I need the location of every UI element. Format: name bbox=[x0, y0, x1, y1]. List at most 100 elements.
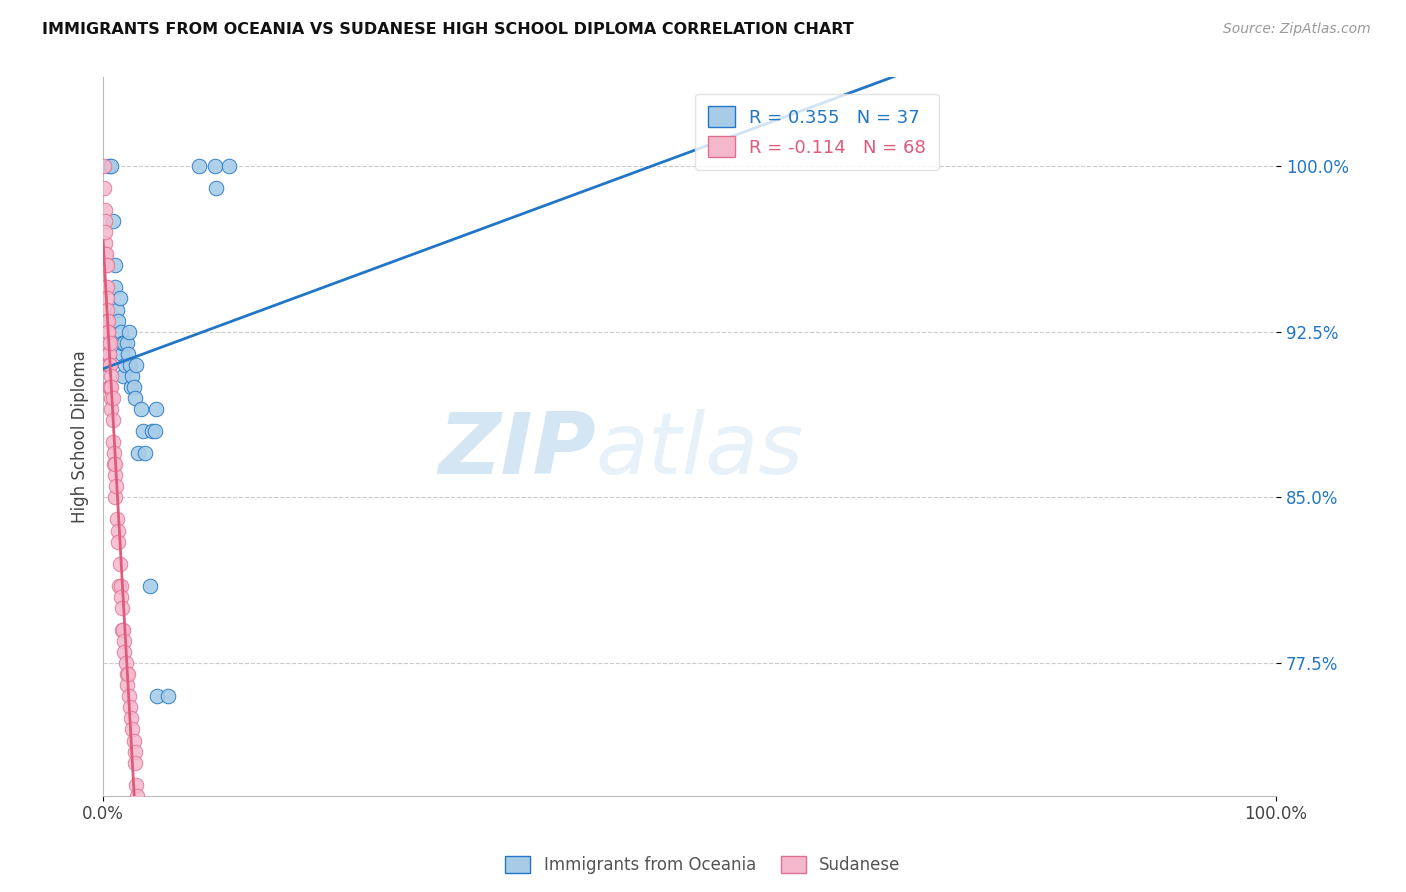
Point bbox=[122, 733, 145, 747]
Point bbox=[125, 358, 148, 372]
Point bbox=[101, 391, 124, 405]
Point bbox=[98, 380, 121, 394]
Point bbox=[108, 292, 131, 306]
Point bbox=[94, 202, 117, 217]
Point bbox=[101, 413, 124, 427]
Point bbox=[94, 280, 117, 294]
Point bbox=[105, 302, 128, 317]
Point bbox=[94, 225, 117, 239]
Point bbox=[97, 335, 120, 350]
Point bbox=[204, 159, 226, 173]
Point bbox=[97, 313, 120, 327]
Point bbox=[115, 656, 138, 670]
Point bbox=[115, 335, 138, 350]
Point bbox=[121, 368, 143, 383]
Point bbox=[105, 479, 128, 493]
Point bbox=[107, 524, 129, 538]
Point bbox=[111, 600, 134, 615]
Point bbox=[100, 159, 122, 173]
Point bbox=[107, 313, 129, 327]
Point bbox=[97, 347, 120, 361]
Point bbox=[112, 335, 135, 350]
Point bbox=[110, 325, 132, 339]
Point bbox=[117, 347, 139, 361]
Point bbox=[110, 579, 132, 593]
Point bbox=[112, 634, 135, 648]
Point bbox=[118, 690, 141, 704]
Point bbox=[94, 247, 117, 261]
Point bbox=[156, 690, 179, 704]
Point bbox=[93, 181, 115, 195]
Point bbox=[122, 380, 145, 394]
Point bbox=[118, 325, 141, 339]
Point bbox=[100, 401, 122, 416]
Point bbox=[104, 491, 127, 505]
Point bbox=[104, 280, 127, 294]
Text: ZIP: ZIP bbox=[439, 409, 596, 492]
Point bbox=[139, 579, 162, 593]
Point bbox=[124, 756, 146, 770]
Point bbox=[97, 325, 120, 339]
Y-axis label: High School Diploma: High School Diploma bbox=[72, 351, 89, 523]
Point bbox=[96, 292, 118, 306]
Point bbox=[98, 347, 121, 361]
Point bbox=[98, 358, 121, 372]
Text: IMMIGRANTS FROM OCEANIA VS SUDANESE HIGH SCHOOL DIPLOMA CORRELATION CHART: IMMIGRANTS FROM OCEANIA VS SUDANESE HIGH… bbox=[42, 22, 853, 37]
Point bbox=[132, 424, 155, 438]
Point bbox=[103, 446, 125, 460]
Point bbox=[121, 723, 143, 737]
Point bbox=[98, 358, 121, 372]
Point bbox=[112, 645, 135, 659]
Point bbox=[218, 159, 240, 173]
Point bbox=[104, 457, 127, 471]
Point bbox=[188, 159, 211, 173]
Point bbox=[111, 347, 134, 361]
Point bbox=[115, 667, 138, 681]
Point bbox=[120, 358, 142, 372]
Point bbox=[127, 789, 149, 803]
Point bbox=[145, 401, 167, 416]
Point bbox=[96, 280, 118, 294]
Text: Source: ZipAtlas.com: Source: ZipAtlas.com bbox=[1223, 22, 1371, 37]
Point bbox=[111, 623, 134, 637]
Legend: Immigrants from Oceania, Sudanese: Immigrants from Oceania, Sudanese bbox=[499, 849, 907, 881]
Point bbox=[100, 368, 122, 383]
Point bbox=[141, 424, 163, 438]
Text: atlas: atlas bbox=[596, 409, 804, 492]
Point bbox=[96, 258, 118, 272]
Point bbox=[108, 557, 131, 571]
Point bbox=[105, 512, 128, 526]
Point bbox=[104, 468, 127, 483]
Point bbox=[98, 159, 121, 173]
Point bbox=[127, 446, 149, 460]
Point bbox=[143, 424, 166, 438]
Point bbox=[98, 380, 121, 394]
Point bbox=[94, 236, 117, 251]
Point bbox=[112, 623, 135, 637]
Point bbox=[129, 401, 152, 416]
Point bbox=[96, 302, 118, 317]
Point bbox=[97, 325, 120, 339]
Point bbox=[98, 335, 121, 350]
Point bbox=[94, 247, 117, 261]
Point bbox=[124, 391, 146, 405]
Point bbox=[112, 368, 135, 383]
Point bbox=[103, 457, 125, 471]
Point bbox=[120, 700, 142, 714]
Point bbox=[104, 258, 127, 272]
Point bbox=[110, 590, 132, 604]
Point bbox=[125, 778, 148, 792]
Point bbox=[101, 214, 124, 228]
Point bbox=[115, 678, 138, 692]
Point bbox=[117, 667, 139, 681]
Point bbox=[97, 358, 120, 372]
Point bbox=[134, 446, 156, 460]
Point bbox=[120, 380, 142, 394]
Point bbox=[94, 214, 117, 228]
Point bbox=[94, 258, 117, 272]
Point bbox=[120, 711, 142, 725]
Point bbox=[124, 745, 146, 759]
Point bbox=[146, 690, 169, 704]
Point bbox=[107, 534, 129, 549]
Point bbox=[101, 435, 124, 450]
